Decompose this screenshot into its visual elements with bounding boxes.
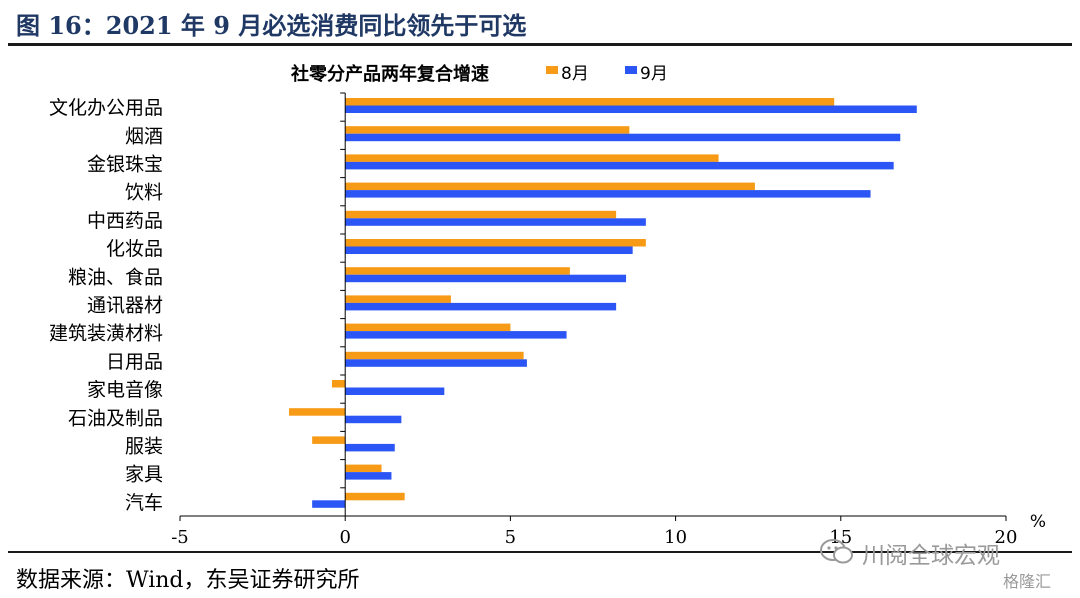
- category-label: 通讯器材: [87, 295, 163, 317]
- bar: [345, 126, 630, 134]
- category-label: 粮油、食品: [68, 266, 163, 288]
- bar: [345, 182, 755, 191]
- bar: [345, 323, 511, 332]
- bar: [345, 161, 894, 170]
- bar: [345, 105, 917, 113]
- legend: 8月 9月: [546, 64, 668, 84]
- bar: [345, 239, 646, 247]
- x-tick-label: 15: [829, 527, 852, 548]
- axes: -5 0 5 10 15 20%: [171, 92, 1046, 548]
- category-label: 日用品: [106, 351, 163, 373]
- category-label: 家电音像: [87, 379, 163, 401]
- x-tick-label: 20: [995, 527, 1018, 548]
- bar: [345, 415, 402, 424]
- category-label: 化妆品: [106, 238, 163, 260]
- bar: [345, 274, 627, 283]
- bar: [345, 267, 570, 275]
- watermark-secondary: 格隆汇: [1003, 572, 1052, 591]
- legend-swatch: [625, 66, 637, 74]
- x-tick-label: 10: [664, 527, 687, 548]
- legend-swatch: [546, 66, 558, 74]
- bottom-rule: [8, 551, 1072, 553]
- category-label: 建筑装潢材料: [49, 323, 163, 345]
- category-label: 汽车: [125, 492, 163, 514]
- category-label: 金银珠宝: [87, 154, 163, 176]
- bar: [345, 133, 901, 142]
- category-label: 饮料: [125, 182, 163, 204]
- bar: [312, 436, 346, 444]
- x-tick-label: -5: [171, 527, 189, 548]
- bar: [345, 472, 392, 480]
- top-rule: [8, 43, 1072, 46]
- category-label: 烟酒: [125, 125, 163, 147]
- watermark: 川阅全球宏观: [862, 543, 1000, 569]
- bar: [345, 218, 646, 226]
- x-axis-unit: %: [1030, 512, 1046, 532]
- chart-title: 社零分产品两年复合增速: [291, 63, 489, 85]
- category-label: 石油及制品: [68, 407, 163, 429]
- bar: [345, 190, 871, 198]
- bar: [345, 98, 835, 106]
- figure-title: 图 16：2021 年 9 月必选消费同比领先于可选: [16, 11, 527, 40]
- x-tick-label: 5: [505, 527, 516, 548]
- category-label: 中西药品: [87, 210, 163, 232]
- bar: [345, 492, 405, 501]
- bar: [345, 210, 617, 219]
- legend-label: 8月: [561, 64, 589, 84]
- bar: [345, 154, 719, 162]
- bar: [345, 295, 451, 303]
- legend-label: 9月: [640, 64, 668, 84]
- bar: [345, 302, 617, 311]
- x-tick-label: 0: [339, 527, 350, 548]
- bar: [331, 380, 346, 388]
- category-labels: 文化办公用品烟酒金银珠宝饮料中西药品化妆品粮油、食品通讯器材建筑装潢材料日用品家…: [49, 97, 163, 514]
- bar: [345, 246, 633, 254]
- wechat-icon: [820, 539, 853, 564]
- bar: [345, 443, 395, 452]
- category-label: 家具: [125, 464, 163, 486]
- bar: [345, 351, 524, 360]
- bar: [345, 387, 445, 395]
- bar: [345, 331, 567, 339]
- bars: [289, 98, 917, 508]
- bar: [289, 408, 346, 416]
- category-label: 文化办公用品: [49, 97, 163, 119]
- bar: [345, 464, 382, 473]
- source-note: 数据来源：Wind，东吴证券研究所: [16, 568, 360, 593]
- category-label: 服装: [125, 436, 163, 458]
- bar: [345, 359, 527, 367]
- bar: [312, 500, 346, 508]
